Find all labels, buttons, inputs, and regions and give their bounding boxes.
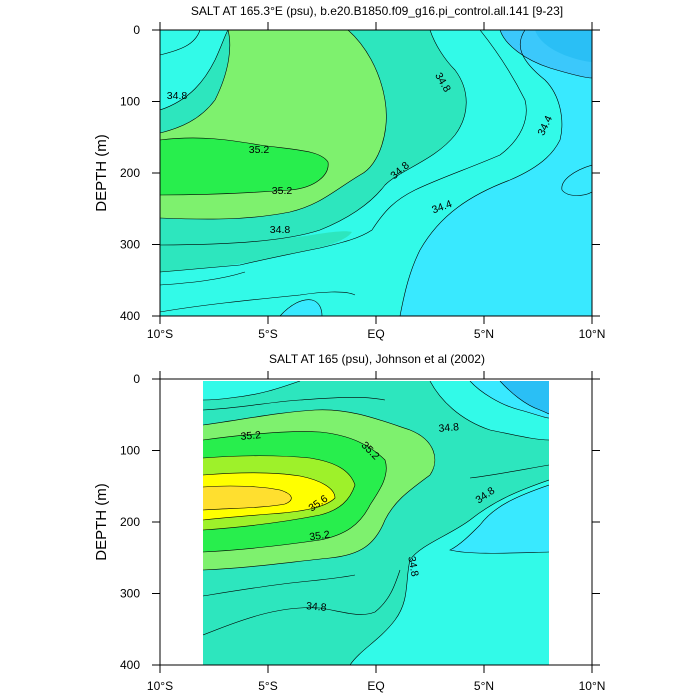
panel-model: SALT AT 165.3°E (psu), b.e20.B1850.f09_g…	[93, 4, 605, 341]
y-tick-label: 400	[120, 309, 140, 323]
contour-line	[160, 291, 356, 313]
contour-line	[160, 30, 201, 56]
fill-band-low-corner	[535, 30, 592, 62]
contour-line	[499, 381, 549, 415]
x-tick-label: EQ	[367, 327, 384, 341]
contour-label: 34.8	[438, 421, 460, 435]
contour-line	[561, 164, 592, 196]
contour-line	[469, 464, 549, 479]
contour-line	[349, 479, 549, 665]
contour-line	[203, 569, 401, 636]
contour-line	[160, 30, 387, 220]
y-tick-label: 0	[133, 23, 140, 37]
contour-line	[203, 485, 292, 511]
contour-line	[160, 30, 229, 111]
panel-obs: SALT AT 165 (psu), Johnson et al (2002)	[93, 352, 605, 693]
panel-model-x-tick-labels: 10°S 5°S EQ 5°N 10°N	[147, 327, 605, 341]
contour-line	[469, 381, 549, 419]
y-tick-label: 0	[133, 372, 140, 386]
contour-line	[203, 396, 386, 411]
contour-label: 35.2	[240, 429, 262, 443]
y-tick-label: 300	[120, 587, 140, 601]
fill-band-34.6-deep	[160, 247, 362, 312]
contour-line	[279, 299, 323, 316]
contour-label: 34.8	[167, 90, 188, 102]
contour-line	[203, 431, 387, 553]
y-tick-label: 200	[120, 166, 140, 180]
contour-label: 34.8	[405, 555, 420, 577]
fill-band-35.8	[203, 486, 292, 510]
y-tick-label: 200	[120, 515, 140, 529]
contour-label: 35.2	[249, 144, 270, 156]
fill-band-right-patch	[561, 165, 592, 196]
fill-band-34.6-left	[203, 381, 300, 400]
contour-line	[160, 137, 329, 196]
y-tick-label: 400	[120, 658, 140, 672]
x-tick-label: 5°S	[258, 327, 277, 341]
contour-line	[429, 381, 549, 441]
contour-line	[449, 484, 549, 554]
x-tick-label: 10°S	[147, 679, 173, 693]
fill-band-low-corner	[500, 381, 549, 414]
contour-label: 35.2	[309, 529, 331, 544]
fill-band-34.8-mid	[160, 231, 352, 272]
contour-line	[399, 30, 563, 316]
panel-obs-title: SALT AT 165 (psu), Johnson et al (2002)	[269, 352, 485, 366]
contour-line	[160, 30, 231, 134]
x-tick-label: EQ	[367, 679, 384, 693]
panel-model-field	[160, 30, 592, 316]
panel-obs-y-tick-labels: 0 100 200 300 400	[120, 372, 140, 672]
panel-obs-y-axis-label: DEPTH (m)	[93, 483, 110, 561]
panel-model-y-tick-labels: 0 100 200 300 400	[120, 23, 140, 323]
fill-band-35.2	[160, 137, 329, 195]
panel-model-y-axis-label: DEPTH (m)	[93, 134, 110, 212]
panel-obs-ticks	[152, 371, 600, 673]
panel-obs-field	[203, 381, 549, 665]
contour-label: 34.8	[270, 224, 291, 236]
contour-line	[203, 455, 356, 531]
contour-line	[160, 30, 527, 273]
x-tick-label: 5°N	[474, 327, 494, 341]
y-tick-label: 100	[120, 444, 140, 458]
x-tick-label: 10°S	[147, 327, 173, 341]
x-tick-label: 5°N	[474, 679, 494, 693]
panel-model-title: SALT AT 165.3°E (psu), b.e20.B1850.f09_g…	[191, 4, 563, 18]
contour-line	[160, 30, 467, 246]
contour-line	[203, 472, 336, 521]
contour-line	[160, 271, 246, 286]
contour-line	[499, 30, 592, 79]
contour-line	[203, 381, 301, 401]
y-tick-label: 300	[120, 238, 140, 252]
panel-obs-x-tick-labels: 10°S 5°S EQ 5°N 10°N	[147, 679, 605, 693]
x-tick-label: 10°N	[579, 327, 606, 341]
contour-line	[203, 574, 356, 597]
contour-label: 34.8	[306, 600, 328, 614]
fill-band-bottom-bump	[280, 299, 322, 316]
panel-obs-contour-labels: 35.2 35.2 35.6 35.2 34.8 34.8 34.8 34.8	[240, 421, 497, 614]
fill-band-34.4	[450, 485, 549, 554]
panel-model-ticks	[152, 22, 600, 324]
y-tick-label: 100	[120, 95, 140, 109]
x-tick-label: 5°S	[258, 679, 277, 693]
x-tick-label: 10°N	[579, 679, 606, 693]
contour-line	[203, 409, 436, 571]
fill-band-34.4-low	[400, 30, 592, 316]
contour-label: 35.2	[272, 185, 293, 197]
